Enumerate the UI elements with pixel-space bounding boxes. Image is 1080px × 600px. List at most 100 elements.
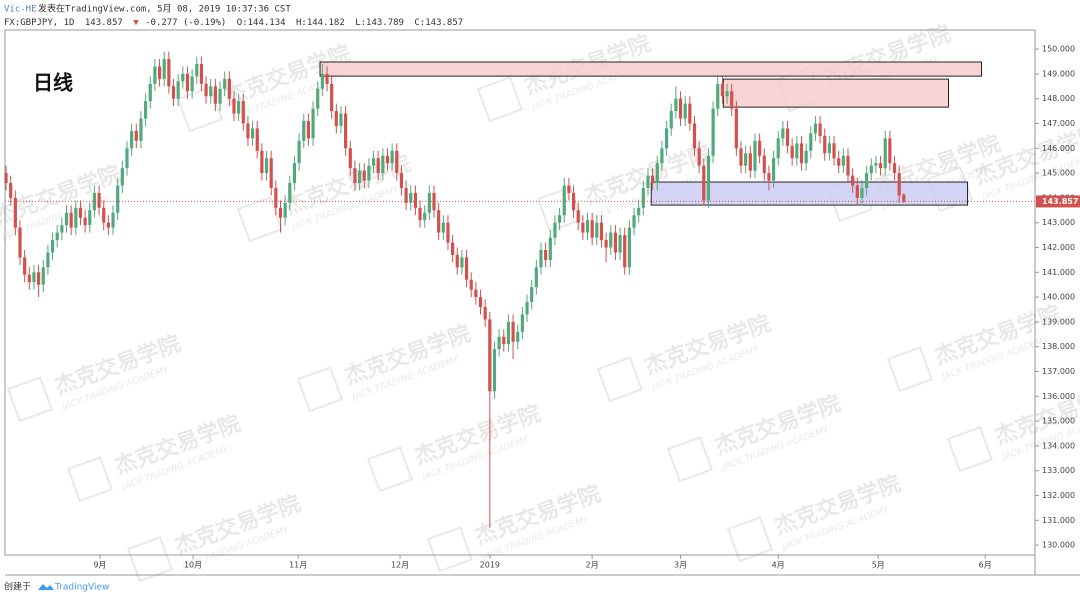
candle-body — [139, 118, 143, 141]
candle-body — [734, 108, 738, 149]
x-tick-label: 12月 — [391, 561, 409, 570]
candle-body — [711, 108, 715, 156]
candle-body — [111, 212, 115, 228]
candle-body — [525, 302, 529, 315]
candle-body — [609, 232, 613, 248]
candle-body — [506, 321, 511, 345]
candle-body — [478, 297, 483, 308]
candle-body — [423, 212, 427, 221]
candle-body — [823, 135, 827, 154]
watermark-logo — [426, 526, 473, 573]
candle-body — [311, 108, 315, 139]
y-tick-label: 130.000 — [1042, 541, 1075, 550]
candle-body — [362, 170, 366, 181]
watermark-logo — [6, 376, 53, 423]
y-tick-label: 148.000 — [1042, 94, 1075, 103]
candle-body — [869, 165, 873, 174]
candle-body — [395, 150, 399, 174]
symbol-row: FX:GBPJPY, 1D 143.857 ▼ -0.277 (-0.19%) … — [4, 18, 463, 28]
y-tick-label: 131.000 — [1042, 516, 1075, 525]
x-tick-label: 10月 — [184, 561, 202, 570]
x-tick-label: 3月 — [674, 561, 687, 570]
candle-body — [213, 86, 217, 104]
candle-body — [50, 240, 55, 253]
candle-body — [404, 187, 408, 203]
candle-body — [865, 173, 869, 188]
candle-body — [795, 143, 799, 159]
y-tick-label: 142.000 — [1042, 243, 1075, 252]
candle-body — [878, 163, 883, 169]
candle-body — [488, 319, 492, 392]
candle-body — [218, 88, 222, 104]
x-tick-label: 2月 — [586, 561, 599, 570]
candle-body — [809, 133, 813, 151]
candle-body — [157, 66, 162, 79]
candle-body — [427, 192, 431, 213]
candle-body — [762, 155, 766, 174]
candle-body — [334, 111, 338, 126]
change: -0.277 (-0.19%) — [145, 18, 226, 28]
candle-body — [162, 59, 166, 79]
candle-body — [120, 168, 124, 186]
y-tick-label: 135.000 — [1042, 417, 1075, 426]
candle-body — [413, 192, 417, 208]
candle-body — [641, 187, 645, 208]
candle-body — [483, 307, 487, 320]
last-price-label: 143.857 — [1042, 197, 1078, 206]
ohlc-open: O:144.134 — [237, 18, 286, 28]
candle-body — [660, 148, 664, 164]
candle-body — [664, 128, 669, 149]
last-price-tag — [1036, 195, 1080, 208]
candle-body — [692, 123, 697, 149]
candle-body — [237, 101, 241, 114]
candle-body — [106, 222, 110, 228]
candle-body — [204, 83, 208, 97]
candle-body — [613, 232, 618, 253]
candle-body — [706, 155, 711, 201]
watermark-logo — [66, 456, 113, 503]
footer: 创建于 — [4, 581, 31, 593]
candle-body — [739, 148, 743, 166]
candle-body — [888, 138, 892, 164]
y-tick-label: 133.000 — [1042, 466, 1075, 475]
candle-body — [199, 63, 204, 84]
candle-body — [371, 158, 376, 166]
y-tick-label: 140.000 — [1042, 293, 1075, 302]
candle-body — [530, 287, 534, 303]
candle-body — [55, 232, 59, 241]
candle-body — [567, 185, 571, 193]
y-tick-label: 143.000 — [1042, 218, 1075, 227]
candle-body — [83, 217, 87, 226]
candle-body — [451, 242, 455, 255]
author: Vic-HE — [4, 5, 37, 15]
candle-body — [171, 86, 176, 99]
annotation: 日线 — [33, 71, 73, 95]
candle-body — [330, 83, 334, 112]
published: 发表在TradingView.com, 5月 08, 2019 10:37:36… — [38, 3, 291, 15]
candle-body — [409, 192, 413, 203]
watermark-logo — [366, 446, 413, 493]
candle-body — [581, 222, 585, 233]
footer-brand: TradingView — [54, 583, 109, 593]
candle-body — [897, 173, 901, 196]
candle-body — [841, 155, 845, 166]
candle-body — [516, 331, 520, 342]
ohlc-high: H:144.182 — [296, 18, 345, 28]
candle-body — [655, 163, 659, 184]
candle-body — [23, 257, 27, 275]
candle-body — [818, 123, 822, 136]
watermark-logo — [726, 516, 773, 563]
candle-body — [776, 138, 780, 159]
candle-body — [595, 222, 599, 238]
candle-body — [181, 73, 185, 82]
candles — [4, 51, 906, 528]
candle-body — [846, 155, 850, 176]
candle-body — [9, 183, 13, 198]
candle-body — [250, 128, 255, 139]
candle-body — [520, 314, 524, 332]
candle-body — [474, 289, 478, 298]
candle-body — [264, 158, 269, 174]
candle-body — [376, 158, 380, 174]
candle-body — [702, 165, 706, 201]
candle-body — [771, 158, 776, 181]
